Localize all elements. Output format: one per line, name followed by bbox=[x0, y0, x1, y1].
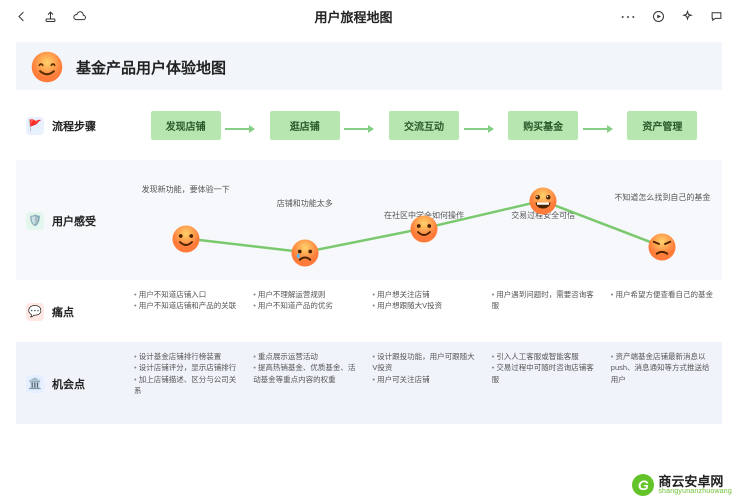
pain-cell: 用户希望方便查看自己的基金 bbox=[603, 281, 722, 342]
feel-cell: 发现新功能，要体验一下 bbox=[126, 161, 245, 280]
opp-item: 加上店铺描述、区分与公司关系 bbox=[134, 374, 237, 397]
page-title: 用户旅程地图 bbox=[87, 7, 620, 26]
opp-item: 用户可关注店铺 bbox=[372, 374, 475, 385]
watermark-cn: 商云安卓网 bbox=[658, 475, 732, 488]
header-emoji-icon bbox=[30, 50, 64, 84]
canvas: 基金产品用户体验地图 🚩 流程步骤 发现店铺 逛店铺 交流互动 购买基金 bbox=[0, 34, 738, 424]
play-icon[interactable] bbox=[651, 9, 666, 24]
pain-item: 用户不知道店铺入口 bbox=[134, 289, 237, 300]
stage-box: 逛店铺 bbox=[270, 111, 340, 140]
comment-icon[interactable] bbox=[709, 9, 724, 24]
stage-cell: 资产管理 bbox=[603, 91, 722, 160]
stage-box: 资产管理 bbox=[627, 111, 697, 140]
cloud-icon[interactable] bbox=[72, 9, 87, 24]
row-label-feel: 🛡️ 用户感受 bbox=[16, 161, 126, 280]
opp-item: 设计跟投功能，用户可跟随大V投资 bbox=[372, 351, 475, 374]
journey-map: 基金产品用户体验地图 🚩 流程步骤 发现店铺 逛店铺 交流互动 购买基金 bbox=[16, 42, 722, 424]
opp-item: 引入人工客服或智能客服 bbox=[492, 351, 595, 362]
map-header: 基金产品用户体验地图 bbox=[16, 42, 722, 90]
route-icon: 🚩 bbox=[26, 117, 44, 135]
pain-cell: 用户想关注店铺用户想跟随大V投资 bbox=[364, 281, 483, 342]
pain-cell: 用户不知道店铺入口用户不知道店铺和产品的关联 bbox=[126, 281, 245, 342]
row-label-pain: 💬 痛点 bbox=[16, 281, 126, 342]
row-label-steps: 🚩 流程步骤 bbox=[16, 91, 126, 160]
stage-box: 购买基金 bbox=[508, 111, 578, 140]
stage-box: 交流互动 bbox=[389, 111, 459, 140]
topbar: 用户旅程地图 ⋯ bbox=[0, 0, 738, 34]
feel-cell: 在社区中学会如何操作 bbox=[364, 161, 483, 280]
opp-cell: 重点展示运营活动提高热销基金、优质基金、活动基金等重点内容的权重 bbox=[245, 343, 364, 424]
pain-item: 用户不理解运营规则 bbox=[253, 289, 356, 300]
watermark-en: shangyunanzhuowang bbox=[658, 488, 732, 495]
shield-icon: 🛡️ bbox=[26, 212, 44, 230]
opp-item: 设计店铺评分，显示店铺排行 bbox=[134, 362, 237, 373]
chat-icon: 💬 bbox=[26, 303, 44, 321]
pain-item: 用户希望方便查看自己的基金 bbox=[611, 289, 714, 300]
stage-cell: 发现店铺 bbox=[126, 91, 245, 160]
opp-cell: 资产端基金店铺最新消息以push、消息通知等方式推送给用户 bbox=[603, 343, 722, 424]
row-opportunity: 🏛️ 机会点 设计基金店铺排行榜装置设计店铺评分，显示店铺排行加上店铺描述、区分… bbox=[16, 342, 722, 424]
watermark: G 商云安卓网 shangyunanzhuowang bbox=[632, 474, 732, 496]
opp-item: 提高热销基金、优质基金、活动基金等重点内容的权重 bbox=[253, 362, 356, 385]
opp-cell: 引入人工客服或智能客服交易过程中可随时咨询店铺客服 bbox=[484, 343, 603, 424]
stage-cell: 逛店铺 bbox=[245, 91, 364, 160]
pain-item: 用户想跟随大V投资 bbox=[372, 300, 475, 311]
stage-cell: 购买基金 bbox=[484, 91, 603, 160]
stage-box: 发现店铺 bbox=[151, 111, 221, 140]
stage-cell: 交流互动 bbox=[364, 91, 483, 160]
opp-item: 资产端基金店铺最新消息以push、消息通知等方式推送给用户 bbox=[611, 351, 714, 385]
watermark-badge: G bbox=[632, 474, 654, 496]
row-feelings: 🛡️ 用户感受 发现新功能，要体验一下 店铺和功能太多 在社区中学会如何操作 交… bbox=[16, 160, 722, 280]
opp-item: 交易过程中可随时咨询店铺客服 bbox=[492, 362, 595, 385]
pain-item: 用户遇到问题时，需要咨询客服 bbox=[492, 289, 595, 312]
pain-cell: 用户不理解运营规则用户不知道产品的优劣 bbox=[245, 281, 364, 342]
row-label-opp: 🏛️ 机会点 bbox=[16, 343, 126, 424]
row-steps: 🚩 流程步骤 发现店铺 逛店铺 交流互动 购买基金 资产管理 bbox=[16, 90, 722, 160]
pain-item: 用户不知道店铺和产品的关联 bbox=[134, 300, 237, 311]
feel-cell: 店铺和功能太多 bbox=[245, 161, 364, 280]
opp-cell: 设计跟投功能，用户可跟随大V投资用户可关注店铺 bbox=[364, 343, 483, 424]
back-icon[interactable] bbox=[14, 9, 29, 24]
row-pain: 💬 痛点 用户不知道店铺入口用户不知道店铺和产品的关联 用户不理解运营规则用户不… bbox=[16, 280, 722, 342]
more-icon[interactable]: ⋯ bbox=[620, 7, 637, 27]
feel-cell: 交易过程安全可信 bbox=[484, 161, 603, 280]
building-icon: 🏛️ bbox=[26, 375, 44, 393]
feel-cell: 不知道怎么找到自己的基金 bbox=[603, 161, 722, 280]
map-title: 基金产品用户体验地图 bbox=[76, 57, 226, 78]
opp-cell: 设计基金店铺排行榜装置设计店铺评分，显示店铺排行加上店铺描述、区分与公司关系 bbox=[126, 343, 245, 424]
pain-item: 用户想关注店铺 bbox=[372, 289, 475, 300]
pain-item: 用户不知道产品的优劣 bbox=[253, 300, 356, 311]
export-icon[interactable] bbox=[43, 9, 58, 24]
opp-item: 设计基金店铺排行榜装置 bbox=[134, 351, 237, 362]
opp-item: 重点展示运营活动 bbox=[253, 351, 356, 362]
pain-cell: 用户遇到问题时，需要咨询客服 bbox=[484, 281, 603, 342]
sparkle-icon[interactable] bbox=[680, 9, 695, 24]
